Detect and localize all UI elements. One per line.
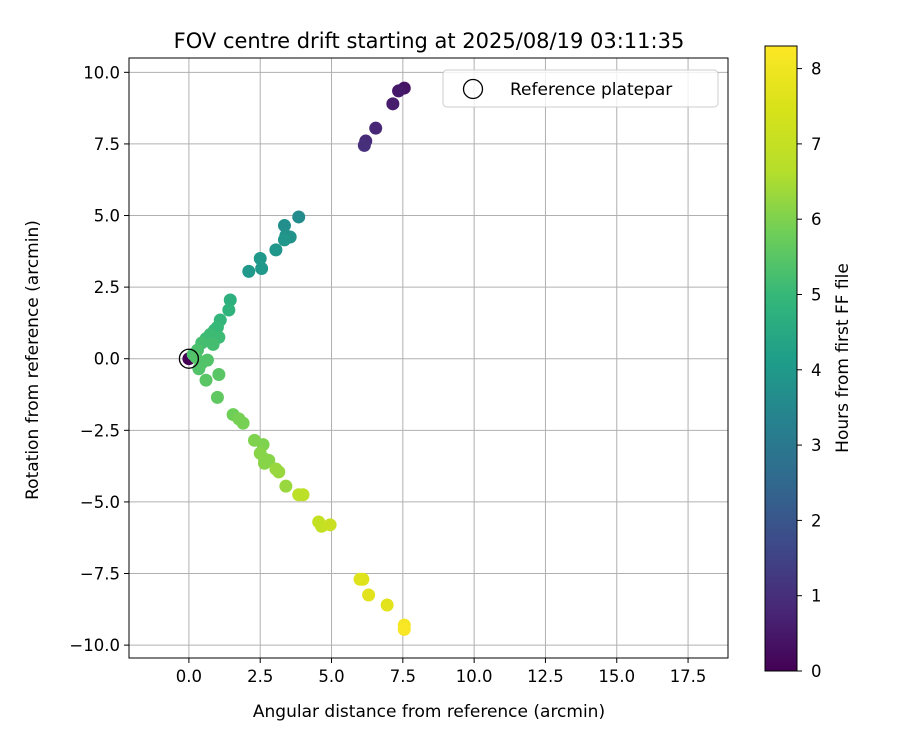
data-point xyxy=(199,373,213,387)
colorbar-ticks: 0 1 2 3 4 5 6 7 8 xyxy=(797,60,822,681)
data-point xyxy=(380,598,394,612)
y-tick-label: −2.5 xyxy=(80,421,120,440)
data-point xyxy=(253,251,267,265)
y-tick-label: −5.0 xyxy=(80,493,120,512)
data-point xyxy=(392,84,406,98)
y-tick-label: 10.0 xyxy=(83,63,120,82)
legend-label: Reference platepar xyxy=(510,80,672,100)
legend-marker xyxy=(462,78,484,100)
y-axis-label: Rotation from reference (arcmin) xyxy=(23,220,43,500)
data-point xyxy=(255,262,269,276)
colorbar-tick-label: 2 xyxy=(811,511,822,530)
x-axis-ticks: 0.0 2.5 5.0 7.5 10.0 12.5 15.0 17.5 xyxy=(176,658,707,686)
y-tick-label: 5.0 xyxy=(94,207,120,226)
colorbar-tick-label: 4 xyxy=(811,361,822,380)
data-point xyxy=(210,390,224,404)
reference-point xyxy=(178,348,200,369)
reference-marker xyxy=(178,348,200,369)
data-point xyxy=(362,588,376,602)
colorbar-tick-label: 5 xyxy=(811,285,822,304)
x-tick-label: 2.5 xyxy=(247,667,273,686)
data-point xyxy=(257,456,271,470)
data-point xyxy=(277,219,291,233)
y-tick-label: −7.5 xyxy=(80,565,120,584)
data-point xyxy=(369,121,383,135)
chart-title: FOV centre drift starting at 2025/08/19 … xyxy=(174,29,685,53)
data-point xyxy=(296,488,310,502)
data-point xyxy=(222,303,236,317)
data-point xyxy=(357,138,371,152)
grid xyxy=(129,58,728,658)
colorbar: 0 1 2 3 4 5 6 7 8 Hours from first FF file xyxy=(764,45,853,681)
colorbar-label: Hours from first FF file xyxy=(833,263,853,453)
colorbar-tick-label: 3 xyxy=(811,436,822,455)
data-point xyxy=(277,233,291,247)
y-axis-ticks: −10.0 −7.5 −5.0 −2.5 0.0 2.5 5.0 7.5 10.0 xyxy=(69,63,129,655)
colorbar-tick-label: 6 xyxy=(811,210,822,229)
data-point xyxy=(242,264,256,278)
data-point xyxy=(223,293,237,307)
x-tick-label: 0.0 xyxy=(176,667,202,686)
x-tick-label: 15.0 xyxy=(598,667,635,686)
data-point xyxy=(212,367,226,381)
y-tick-label: 7.5 xyxy=(94,135,120,154)
colorbar-tick-label: 1 xyxy=(811,587,822,606)
colorbar-tick-label: 8 xyxy=(811,60,822,79)
data-point xyxy=(206,337,220,351)
data-points xyxy=(182,81,411,636)
colorbar-gradient xyxy=(764,45,798,672)
y-tick-label: −10.0 xyxy=(69,636,120,655)
data-point xyxy=(356,572,370,586)
x-tick-label: 17.5 xyxy=(670,667,707,686)
data-point xyxy=(269,243,283,257)
data-point xyxy=(200,353,214,367)
x-tick-label: 10.0 xyxy=(456,667,493,686)
x-tick-label: 5.0 xyxy=(318,667,344,686)
x-axis-label: Angular distance from reference (arcmin) xyxy=(253,702,605,722)
data-point xyxy=(397,622,411,636)
data-point xyxy=(386,97,400,111)
colorbar-tick-label: 7 xyxy=(811,135,822,154)
plot-frame xyxy=(128,57,729,659)
data-point xyxy=(272,465,286,479)
data-point xyxy=(323,518,337,532)
x-tick-label: 7.5 xyxy=(390,667,416,686)
data-point xyxy=(279,479,293,493)
colorbar-tick-label: 0 xyxy=(811,662,822,681)
legend: Reference platepar xyxy=(442,69,719,108)
y-tick-label: 2.5 xyxy=(94,278,120,297)
x-tick-label: 12.5 xyxy=(527,667,564,686)
data-point xyxy=(292,210,306,224)
y-tick-label: 0.0 xyxy=(94,350,120,369)
legend-box xyxy=(442,69,719,108)
data-point xyxy=(236,416,250,430)
